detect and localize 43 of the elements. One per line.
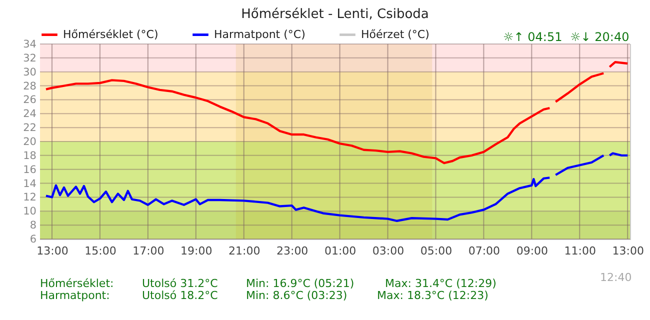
x-tick-label: 17:00 <box>132 244 164 258</box>
text: Utolsó 18.2°C <box>142 289 218 302</box>
legend-label: Harmatpont (°C) <box>214 28 306 41</box>
y-tick-label: 34 <box>23 38 37 50</box>
x-tick-label: 07:00 <box>468 244 500 258</box>
y-tick-label: 8 <box>30 220 36 232</box>
x-tick-label: 23:00 <box>276 244 308 258</box>
text: Min: 16.9°C (05:21) <box>246 277 354 290</box>
y-tick-label: 6 <box>30 234 37 246</box>
y-tick-label: 14 <box>23 178 37 190</box>
x-tick-label: 13:00 <box>36 244 68 258</box>
y-tick-label: 12 <box>23 192 36 204</box>
x-tick-label: 09:00 <box>516 244 548 258</box>
text: Hőmérséklet: <box>40 277 114 290</box>
y-tick-label: 24 <box>23 108 37 120</box>
text: Utolsó 31.2°C <box>142 277 218 290</box>
x-tick-label: 11:00 <box>564 244 596 258</box>
chart-title: Hőmérséklet - Lenti, Csiboda <box>241 7 429 22</box>
text: Min: 8.6°C (03:23) <box>246 289 348 302</box>
y-tick-label: 20 <box>23 136 36 148</box>
text: Harmatpont: <box>40 289 110 302</box>
annotation: ☼↓ 20:40 <box>570 30 630 44</box>
x-tick-label: 05:00 <box>420 244 452 258</box>
x-tick-label: 01:00 <box>324 244 356 258</box>
x-tick-label: 15:00 <box>84 244 116 258</box>
x-tick-label: 03:00 <box>372 244 404 258</box>
y-tick-label: 28 <box>23 80 36 92</box>
x-tick-label: 19:00 <box>180 244 212 258</box>
legend-label: Hőmérséklet (°C) <box>63 28 158 41</box>
y-tick-label: 16 <box>23 164 37 176</box>
x-tick-label: 13:00 <box>612 244 644 258</box>
y-tick-label: 26 <box>23 94 37 106</box>
y-tick-label: 30 <box>23 66 36 78</box>
y-tick-label: 18 <box>23 150 36 162</box>
x-tick-label: 21:00 <box>228 244 260 258</box>
y-tick-label: 22 <box>23 122 36 134</box>
y-tick-label: 32 <box>23 52 36 64</box>
annotation: ☼↑ 04:51 <box>503 30 562 44</box>
legend-label: Hőérzet (°C) <box>361 28 430 41</box>
text: Max: 31.4°C (12:29) <box>385 277 496 290</box>
text: 12:40 <box>600 271 632 284</box>
y-tick-label: 10 <box>23 206 36 218</box>
text: Max: 18.3°C (12:23) <box>377 289 488 302</box>
